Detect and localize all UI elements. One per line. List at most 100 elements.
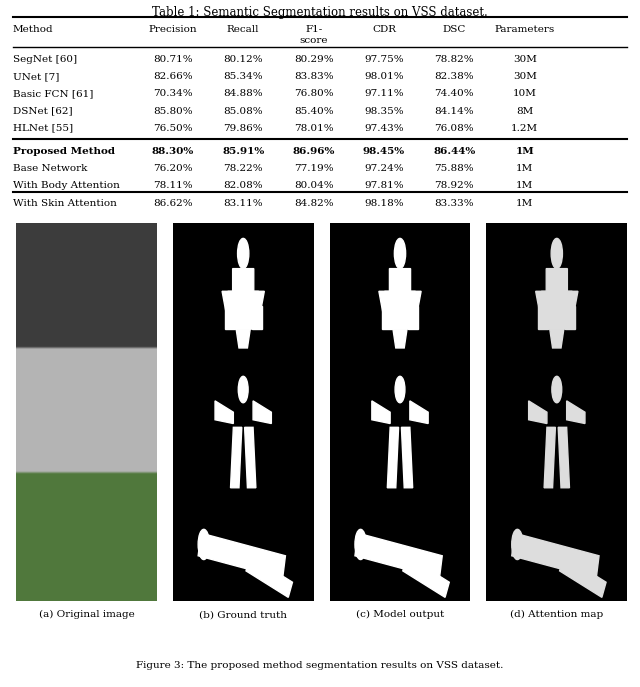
Text: 80.71%: 80.71%: [153, 55, 193, 64]
Polygon shape: [512, 533, 599, 578]
Text: 1.2M: 1.2M: [511, 124, 538, 133]
Text: 88.30%: 88.30%: [152, 147, 194, 156]
Text: 78.82%: 78.82%: [435, 55, 474, 64]
Text: 75.88%: 75.88%: [435, 164, 474, 173]
Circle shape: [394, 238, 406, 269]
Polygon shape: [381, 306, 392, 329]
Text: 85.08%: 85.08%: [223, 106, 263, 115]
Polygon shape: [529, 401, 547, 423]
Text: 86.96%: 86.96%: [292, 147, 335, 156]
Text: DSNet [62]: DSNet [62]: [13, 106, 72, 115]
Text: HLNet [55]: HLNet [55]: [13, 124, 73, 133]
Text: 98.18%: 98.18%: [364, 199, 404, 207]
Text: 77.19%: 77.19%: [294, 164, 333, 173]
Text: 82.66%: 82.66%: [153, 72, 193, 81]
Polygon shape: [559, 556, 606, 597]
Text: 98.45%: 98.45%: [363, 147, 405, 156]
Polygon shape: [558, 427, 570, 488]
Text: 30M: 30M: [513, 55, 537, 64]
Text: 78.01%: 78.01%: [294, 124, 333, 133]
Text: 98.35%: 98.35%: [364, 106, 404, 115]
Text: 76.50%: 76.50%: [153, 124, 193, 133]
Polygon shape: [566, 401, 585, 423]
Text: Figure 3: The proposed method segmentation results on VSS dataset.: Figure 3: The proposed method segmentati…: [136, 660, 504, 670]
Polygon shape: [236, 329, 250, 348]
Text: 76.80%: 76.80%: [294, 89, 333, 98]
Text: 84.88%: 84.88%: [223, 89, 263, 98]
Circle shape: [237, 238, 249, 269]
Text: Proposed Method: Proposed Method: [13, 147, 115, 156]
Polygon shape: [403, 556, 449, 597]
Circle shape: [512, 529, 523, 559]
Text: 74.40%: 74.40%: [435, 89, 474, 98]
Text: 83.33%: 83.33%: [435, 199, 474, 207]
Text: 82.38%: 82.38%: [435, 72, 474, 81]
Polygon shape: [387, 427, 399, 488]
Text: SegNet [60]: SegNet [60]: [13, 55, 77, 64]
Polygon shape: [355, 533, 442, 578]
FancyArrow shape: [228, 269, 259, 306]
Text: Basic FCN [61]: Basic FCN [61]: [13, 89, 93, 98]
Text: With Skin Attention: With Skin Attention: [13, 199, 116, 207]
Text: Recall: Recall: [227, 25, 259, 34]
Text: 76.20%: 76.20%: [153, 164, 193, 173]
Text: 78.92%: 78.92%: [435, 181, 474, 190]
Text: 83.11%: 83.11%: [223, 199, 263, 207]
Polygon shape: [550, 329, 564, 348]
Polygon shape: [565, 306, 575, 329]
Text: 1M: 1M: [516, 181, 533, 190]
Text: 97.75%: 97.75%: [364, 55, 404, 64]
Polygon shape: [538, 306, 548, 329]
Text: CDR: CDR: [372, 25, 396, 34]
Text: 1M: 1M: [516, 164, 533, 173]
Polygon shape: [410, 401, 428, 423]
Text: Method: Method: [13, 25, 53, 34]
Text: Precision: Precision: [148, 25, 197, 34]
Text: 84.14%: 84.14%: [435, 106, 474, 115]
Text: 8M: 8M: [516, 106, 533, 115]
Text: 97.24%: 97.24%: [364, 164, 404, 173]
Text: DSC: DSC: [443, 25, 466, 34]
Text: Table 1: Semantic Segmentation results on VSS dataset.: Table 1: Semantic Segmentation results o…: [152, 6, 488, 19]
Polygon shape: [246, 556, 292, 597]
Circle shape: [552, 376, 562, 403]
Text: 86.62%: 86.62%: [153, 199, 193, 207]
Text: Parameters: Parameters: [495, 25, 555, 34]
Text: 70.34%: 70.34%: [153, 89, 193, 98]
Polygon shape: [253, 401, 271, 423]
Text: (a) Original image: (a) Original image: [38, 610, 134, 620]
Text: UNet [7]: UNet [7]: [13, 72, 59, 81]
Text: 97.81%: 97.81%: [364, 181, 404, 190]
Polygon shape: [244, 427, 256, 488]
Text: 84.82%: 84.82%: [294, 199, 333, 207]
Text: 80.04%: 80.04%: [294, 181, 333, 190]
Text: 1M: 1M: [516, 199, 533, 207]
Polygon shape: [379, 291, 421, 329]
Text: 80.12%: 80.12%: [223, 55, 263, 64]
Circle shape: [355, 529, 366, 559]
Text: (d) Attention map: (d) Attention map: [510, 610, 604, 620]
Text: 80.29%: 80.29%: [294, 55, 333, 64]
Text: Base Network: Base Network: [13, 164, 87, 173]
Text: 85.80%: 85.80%: [153, 106, 193, 115]
Polygon shape: [252, 306, 262, 329]
Text: (c) Model output: (c) Model output: [356, 610, 444, 620]
Text: 97.43%: 97.43%: [364, 124, 404, 133]
Circle shape: [198, 529, 209, 559]
Text: 30M: 30M: [513, 72, 537, 81]
Text: 97.11%: 97.11%: [364, 89, 404, 98]
Text: 83.83%: 83.83%: [294, 72, 333, 81]
Polygon shape: [230, 427, 242, 488]
Text: With Body Attention: With Body Attention: [13, 181, 120, 190]
Text: 86.44%: 86.44%: [433, 147, 476, 156]
Text: F1-
score: F1- score: [300, 25, 328, 45]
Text: (b) Ground truth: (b) Ground truth: [199, 610, 287, 620]
Text: 85.91%: 85.91%: [222, 147, 264, 156]
Polygon shape: [215, 401, 234, 423]
Text: 98.01%: 98.01%: [364, 72, 404, 81]
Text: 78.22%: 78.22%: [223, 164, 263, 173]
Text: 85.34%: 85.34%: [223, 72, 263, 81]
FancyArrow shape: [541, 269, 572, 306]
Polygon shape: [536, 291, 578, 329]
Circle shape: [238, 376, 248, 403]
